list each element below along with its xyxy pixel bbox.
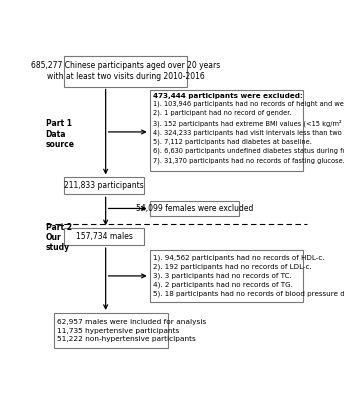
Text: 1). 94,562 participants had no records of HDL-c.
2). 192 participants had no rec: 1). 94,562 participants had no records o… <box>153 255 344 297</box>
FancyBboxPatch shape <box>64 228 144 245</box>
Text: Part 2
Our
study: Part 2 Our study <box>46 222 72 252</box>
FancyBboxPatch shape <box>150 250 303 302</box>
FancyBboxPatch shape <box>150 201 239 216</box>
FancyBboxPatch shape <box>64 177 144 194</box>
Text: 211,833 participants: 211,833 participants <box>64 181 144 190</box>
Text: 54,099 females were excluded: 54,099 females were excluded <box>136 204 253 213</box>
Text: Part 1
Data
source: Part 1 Data source <box>46 119 75 149</box>
Text: 473,444 participants were excluded:: 473,444 participants were excluded: <box>153 93 303 99</box>
Text: 1). 103,946 participants had no records of height and weight.
2). 1 participant : 1). 103,946 participants had no records … <box>153 100 344 164</box>
Text: 685,277 Chinese participants aged over 20 years
with at least two visits during : 685,277 Chinese participants aged over 2… <box>31 61 220 81</box>
FancyBboxPatch shape <box>54 313 168 348</box>
Text: 62,957 males were included for analysis
11,735 hypertensive participants
51,222 : 62,957 males were included for analysis … <box>57 319 206 342</box>
FancyBboxPatch shape <box>150 90 303 171</box>
Text: 157,734 males: 157,734 males <box>76 232 133 241</box>
FancyBboxPatch shape <box>64 56 187 86</box>
